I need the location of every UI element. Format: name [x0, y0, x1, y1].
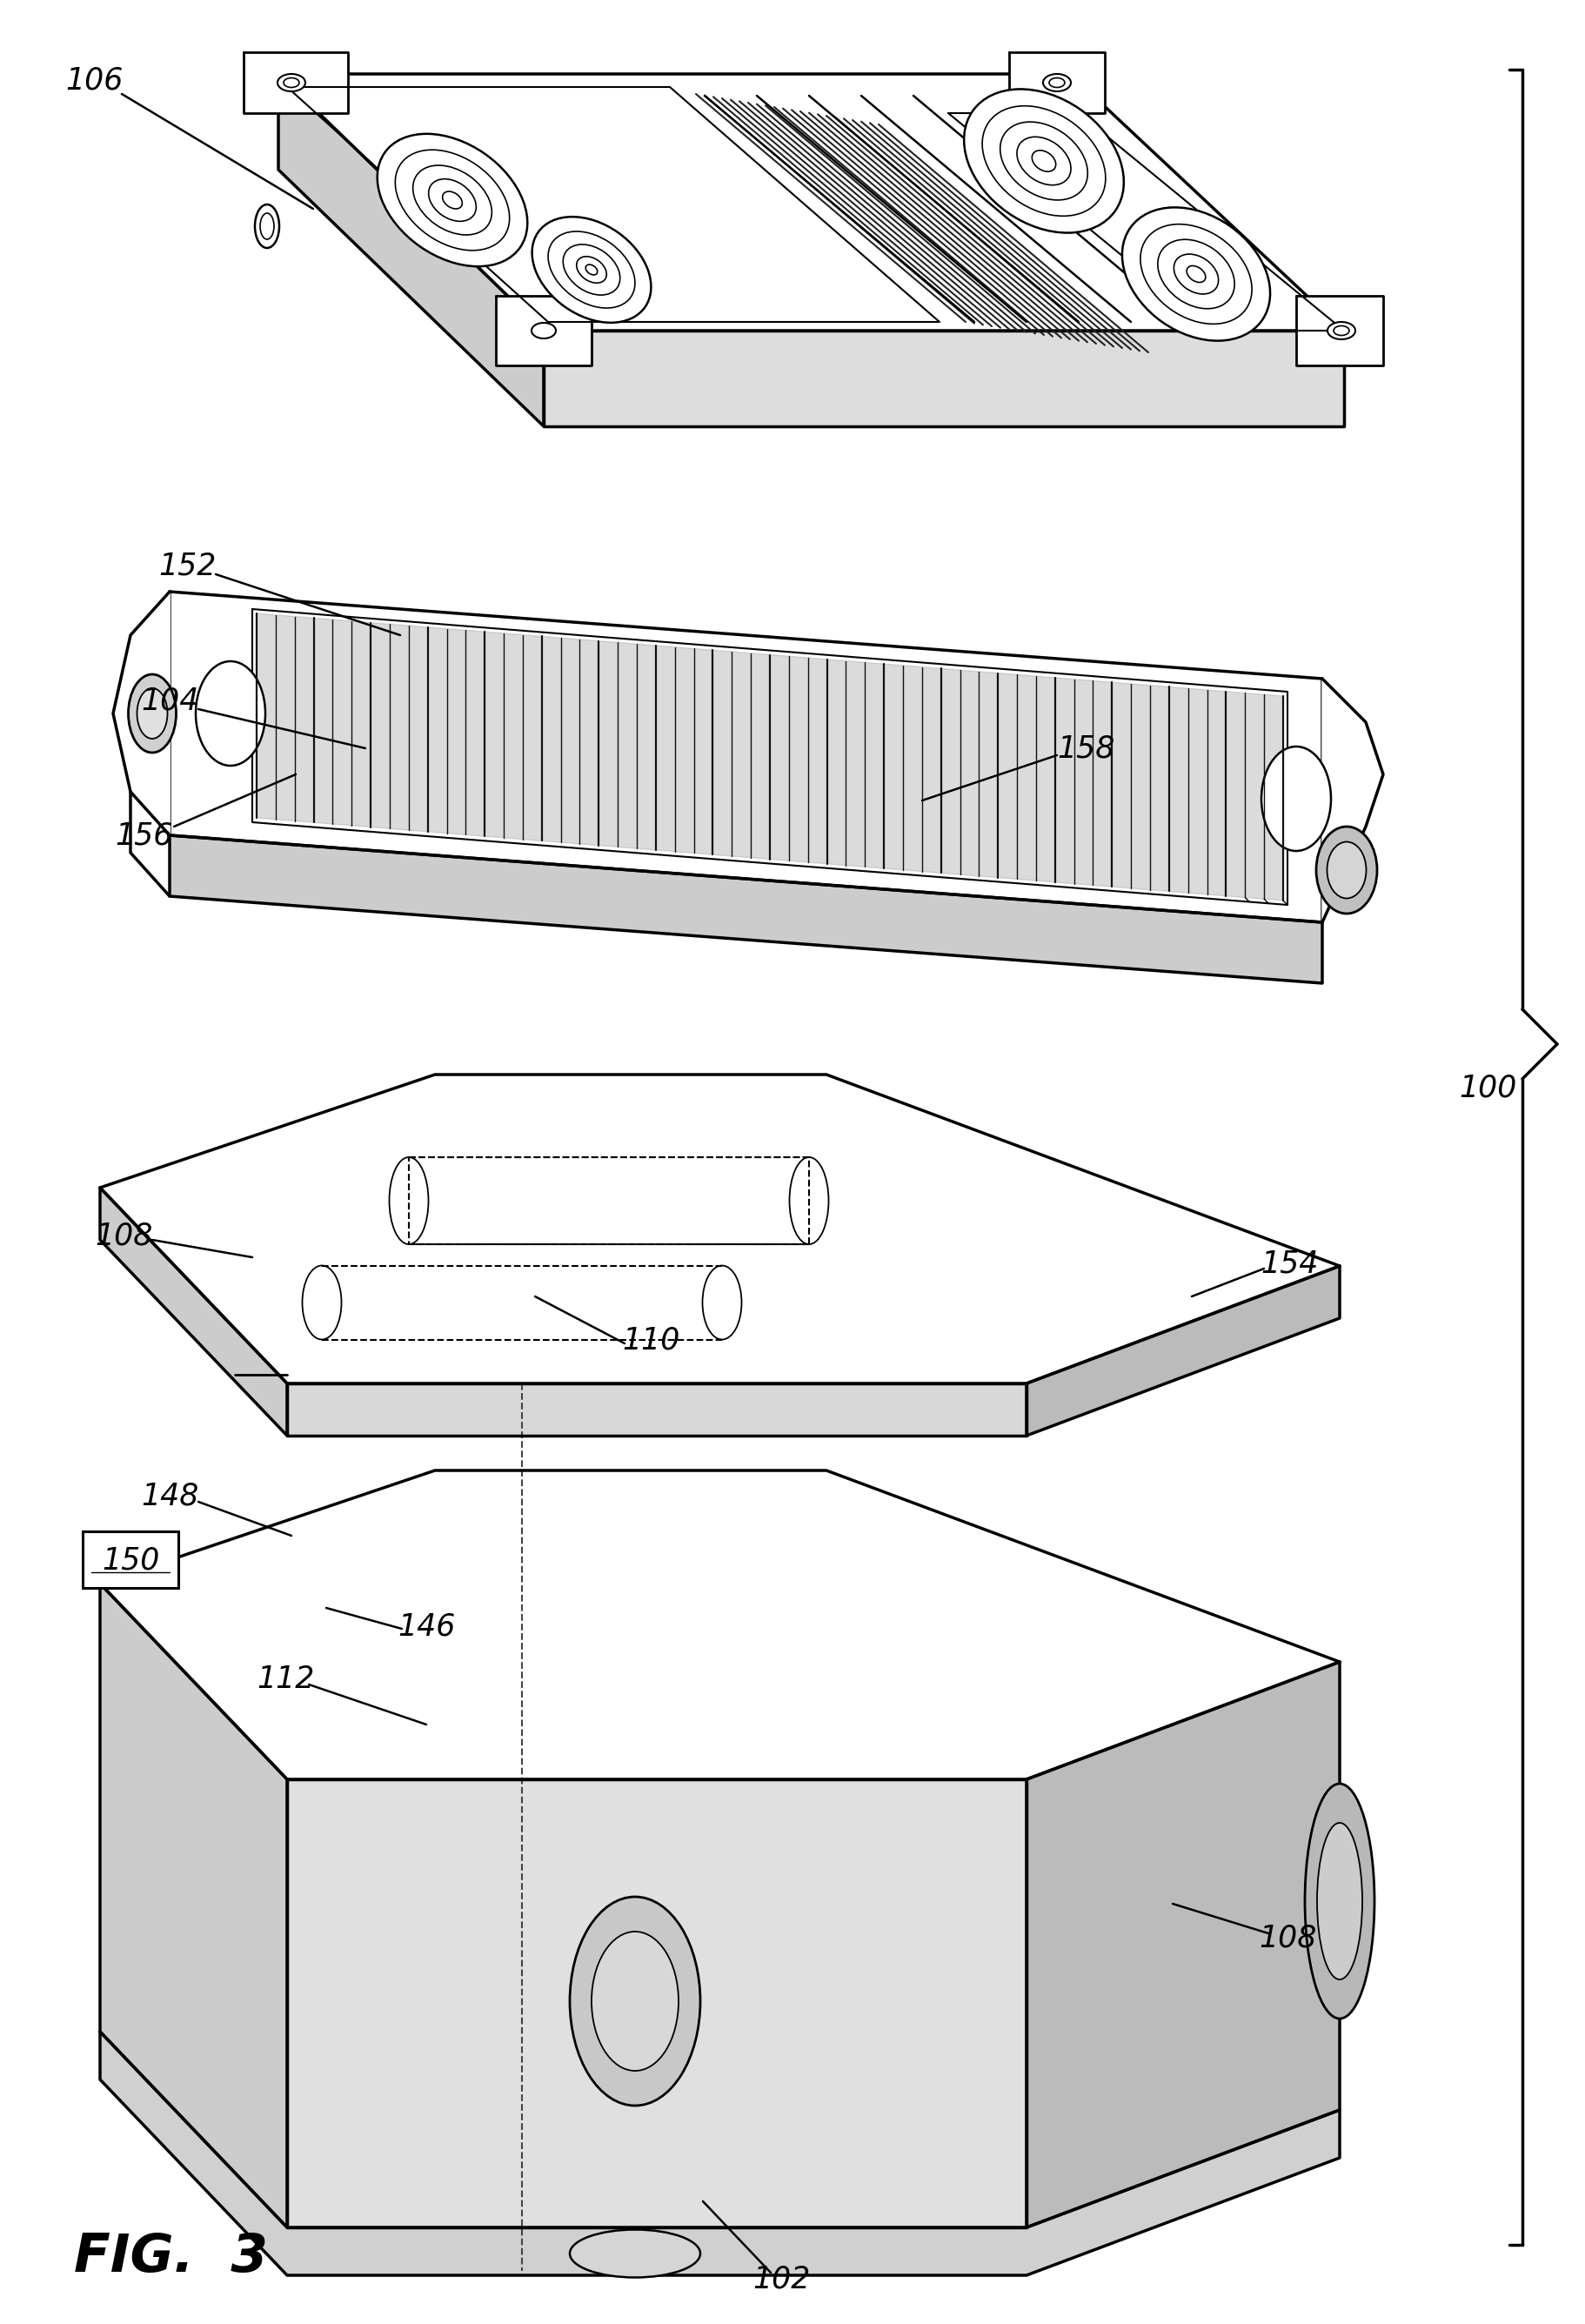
Polygon shape: [100, 1471, 1339, 1780]
Polygon shape: [279, 74, 1344, 330]
Text: 112: 112: [257, 1664, 314, 1694]
Polygon shape: [1027, 1662, 1339, 2226]
Ellipse shape: [1049, 79, 1065, 88]
Ellipse shape: [395, 149, 509, 251]
Polygon shape: [257, 614, 1284, 899]
Ellipse shape: [1316, 827, 1377, 913]
Polygon shape: [1010, 51, 1105, 114]
Text: 146: 146: [398, 1613, 455, 1641]
Ellipse shape: [548, 232, 636, 309]
Polygon shape: [244, 51, 349, 114]
Text: 150: 150: [101, 1545, 160, 1576]
Text: 100: 100: [1458, 1074, 1517, 1102]
Ellipse shape: [1000, 121, 1087, 200]
Ellipse shape: [1018, 137, 1071, 186]
Ellipse shape: [442, 191, 463, 209]
Polygon shape: [279, 74, 544, 425]
Ellipse shape: [1174, 253, 1219, 295]
Polygon shape: [252, 609, 1287, 904]
Text: 158: 158: [1057, 734, 1114, 762]
Polygon shape: [544, 330, 1344, 425]
Polygon shape: [170, 593, 1322, 923]
Ellipse shape: [1122, 207, 1270, 342]
Ellipse shape: [1140, 223, 1252, 323]
Polygon shape: [1297, 295, 1384, 365]
Ellipse shape: [1262, 746, 1331, 851]
Ellipse shape: [533, 216, 651, 323]
Ellipse shape: [377, 135, 528, 267]
Text: 156: 156: [114, 820, 173, 851]
Ellipse shape: [277, 74, 306, 91]
Text: 108: 108: [95, 1220, 152, 1250]
Ellipse shape: [195, 662, 265, 765]
Polygon shape: [287, 1780, 1027, 2226]
Polygon shape: [100, 2031, 1339, 2275]
Ellipse shape: [284, 79, 300, 88]
Ellipse shape: [1032, 151, 1056, 172]
Ellipse shape: [531, 323, 556, 339]
Text: 104: 104: [141, 686, 198, 716]
Bar: [82, 1532, 179, 1587]
Ellipse shape: [414, 165, 491, 235]
Polygon shape: [100, 1583, 287, 2226]
Text: 110: 110: [621, 1325, 680, 1355]
Polygon shape: [496, 295, 591, 365]
Text: 148: 148: [141, 1483, 198, 1511]
Ellipse shape: [1304, 1785, 1374, 2020]
Ellipse shape: [1043, 74, 1071, 91]
Polygon shape: [100, 1188, 287, 1436]
Ellipse shape: [428, 179, 476, 221]
Polygon shape: [113, 593, 170, 834]
Ellipse shape: [983, 107, 1106, 216]
Ellipse shape: [964, 88, 1124, 232]
Ellipse shape: [585, 265, 598, 274]
Ellipse shape: [563, 244, 620, 295]
Polygon shape: [1322, 679, 1384, 923]
Ellipse shape: [577, 256, 607, 284]
Text: 154: 154: [1260, 1248, 1319, 1278]
Ellipse shape: [1327, 841, 1366, 899]
Ellipse shape: [569, 1896, 701, 2106]
Ellipse shape: [1187, 265, 1206, 281]
Polygon shape: [100, 1074, 1339, 1383]
Text: FIG.  3: FIG. 3: [74, 2233, 268, 2284]
Ellipse shape: [591, 1931, 678, 2071]
Polygon shape: [1027, 1267, 1339, 1436]
Ellipse shape: [1157, 239, 1235, 309]
Ellipse shape: [1333, 325, 1349, 335]
Text: 152: 152: [158, 551, 216, 581]
Ellipse shape: [260, 214, 274, 239]
Ellipse shape: [128, 674, 176, 753]
Text: 108: 108: [1258, 1924, 1317, 1954]
Ellipse shape: [136, 688, 168, 739]
Ellipse shape: [1328, 323, 1355, 339]
Ellipse shape: [255, 205, 279, 249]
Ellipse shape: [1317, 1822, 1362, 1980]
Text: 102: 102: [753, 2266, 810, 2294]
Polygon shape: [287, 1383, 1027, 1436]
Polygon shape: [170, 834, 1322, 983]
Text: 106: 106: [65, 65, 122, 95]
Ellipse shape: [569, 2229, 701, 2278]
